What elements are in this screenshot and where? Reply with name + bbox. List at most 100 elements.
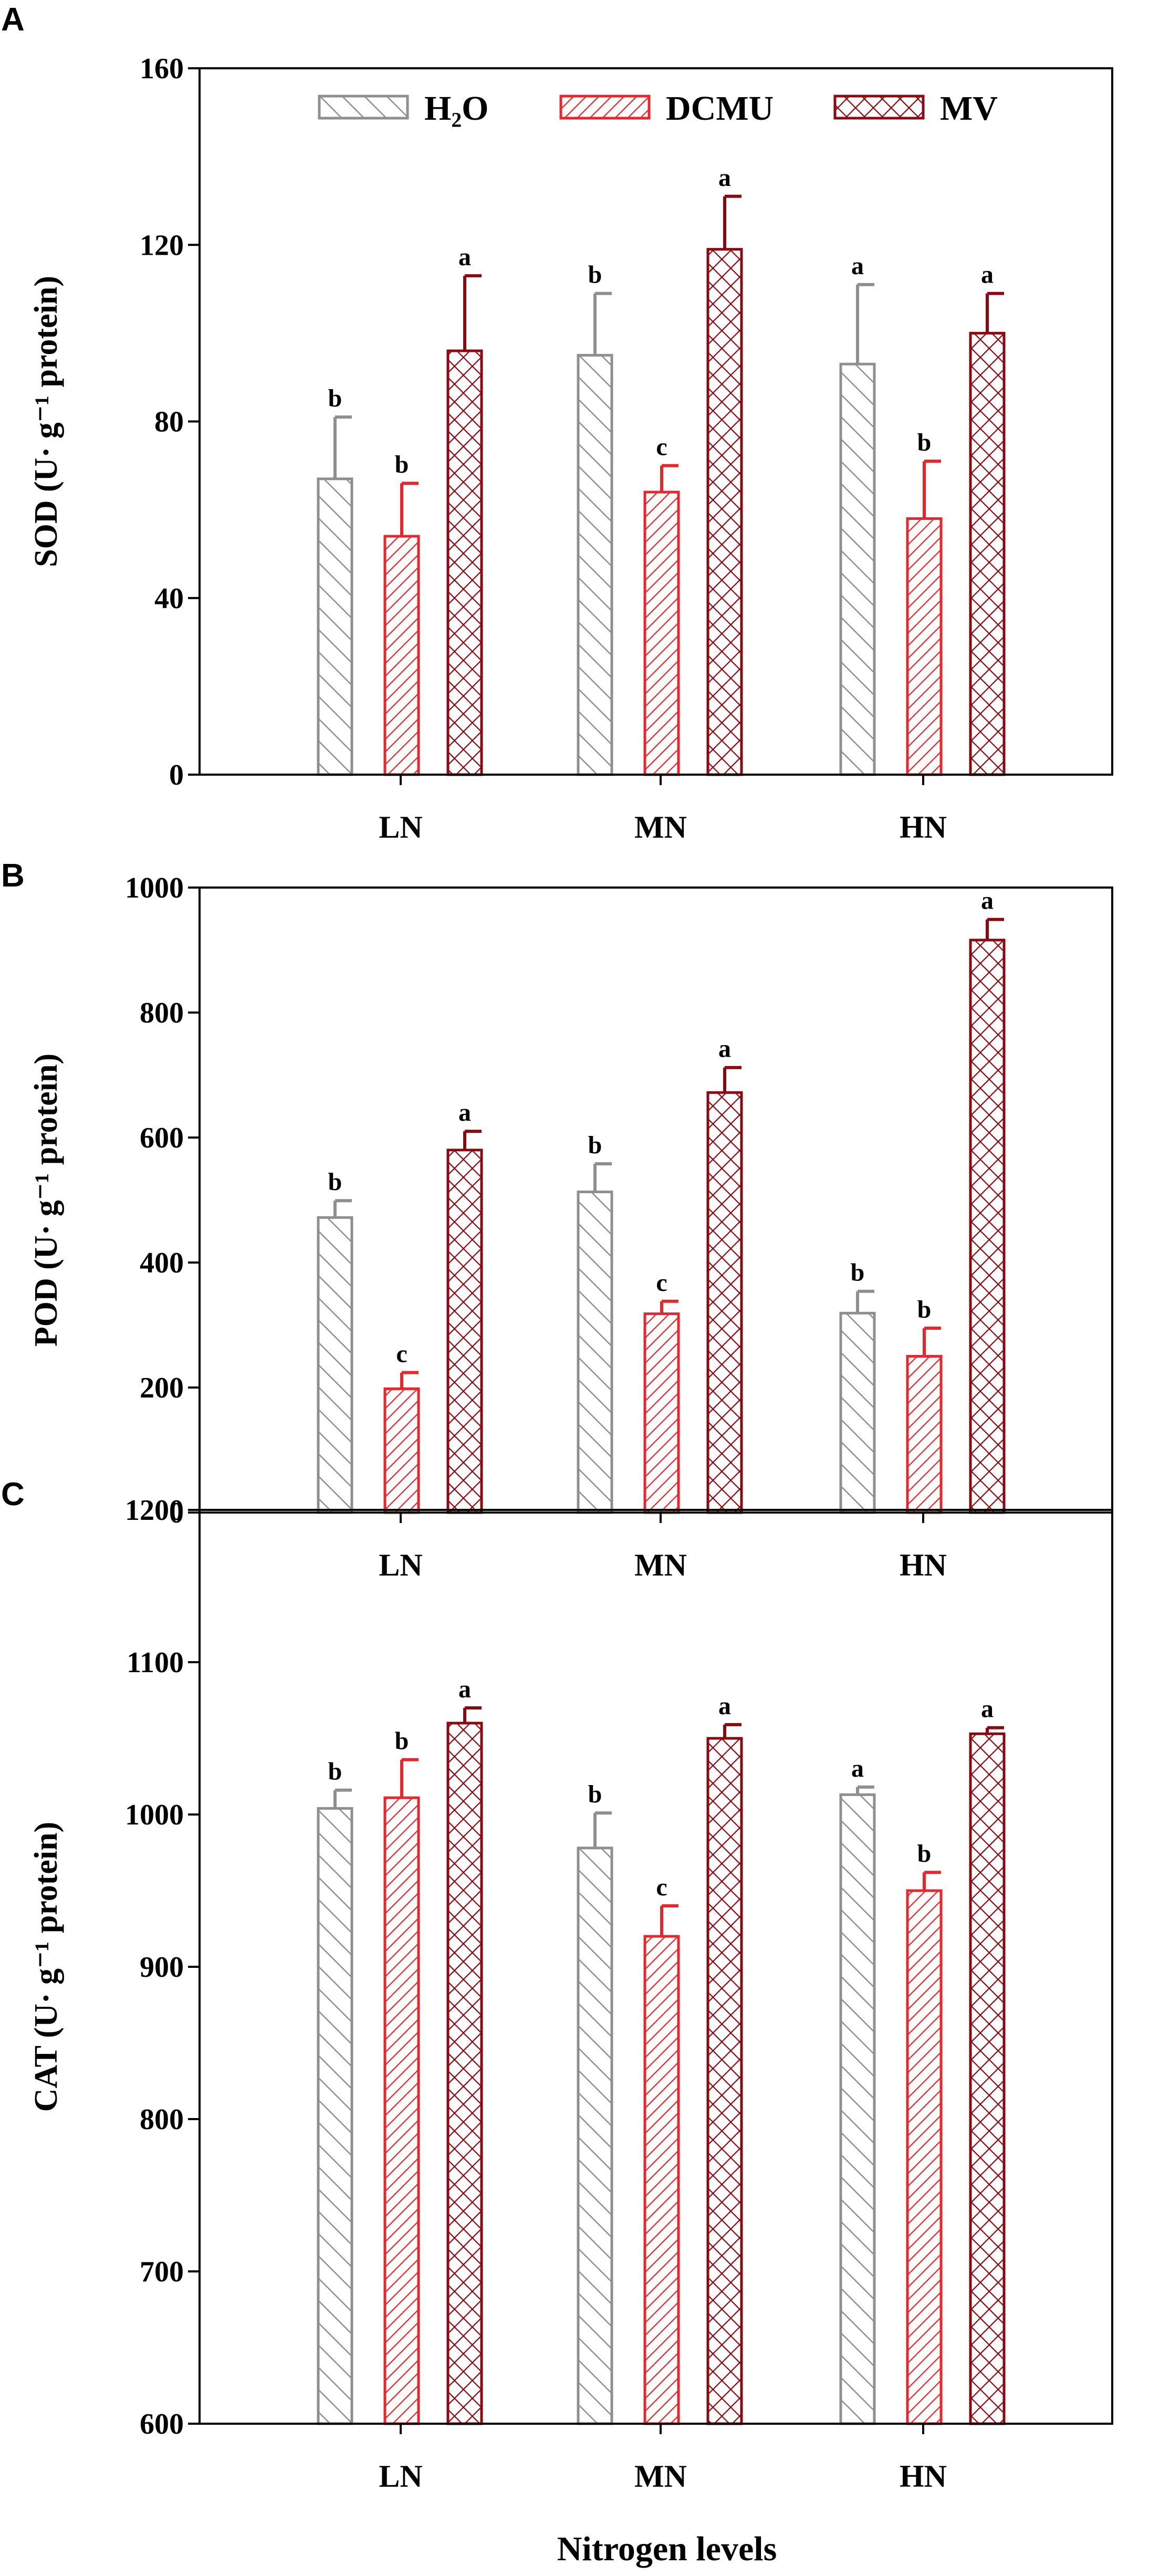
- bar-h2o-mn: [577, 1847, 613, 2425]
- x-tick-label: HN: [900, 810, 947, 844]
- y-axis-label-name: POD: [28, 1270, 64, 1347]
- significance-letter: a: [718, 1692, 731, 1720]
- y-axis-label-name: CAT: [28, 2038, 64, 2112]
- legend-swatch-h2o: [318, 95, 409, 120]
- y-tick-label: 600: [140, 1122, 184, 1154]
- significance-letter: a: [981, 887, 994, 915]
- panel-letter: A: [1, 2, 25, 38]
- significance-letter: c: [656, 1873, 667, 1901]
- significance-letter: a: [851, 1755, 864, 1782]
- x-tick-label: MN: [634, 810, 687, 844]
- legend-label-dcmu: DCMU: [666, 89, 774, 128]
- y-axis-label-name: SOD: [28, 492, 64, 567]
- y-axis-label-unit: (U· g⁻¹ protein): [28, 276, 64, 492]
- bar-dcmu-ln: [383, 1796, 420, 2425]
- bar-h2o-ln: [317, 477, 353, 776]
- bar-dcmu-hn: [906, 1355, 943, 1514]
- significance-letter: a: [458, 1675, 471, 1703]
- panel-letter: B: [1, 858, 25, 894]
- y-tick-label: 400: [140, 1247, 184, 1279]
- x-tick-label: HN: [900, 1548, 947, 1582]
- chart-root: Ab b a b c b a a a 0 40 80 120 160 LN MN HN SOD (U· g⁻¹ p…: [1, 2, 1113, 2568]
- bar-h2o-mn: [577, 1191, 613, 1514]
- y-axis-label-unit: (U· g⁻¹ protein): [28, 1822, 64, 2038]
- bar-h2o-hn: [839, 1793, 876, 2425]
- panel-A: Ab b a b c b a a a 0 40 80 120 160 LN MN HN SOD (U· g⁻¹ p…: [1, 2, 1113, 844]
- y-tick-label: 1000: [125, 872, 184, 904]
- plot-frame: [199, 887, 1113, 1514]
- legend: H₂O DCMU MV: [318, 89, 998, 128]
- bar-h2o-ln: [317, 1216, 353, 1514]
- bar-mv-ln: [446, 349, 483, 776]
- significance-letter: b: [328, 1758, 342, 1786]
- y-axis-label-unit: (U· g⁻¹ protein): [28, 1054, 64, 1270]
- y-tick-label: 80: [154, 406, 184, 439]
- y-tick-label: 1200: [125, 1494, 184, 1527]
- significance-letter: c: [656, 433, 667, 461]
- y-tick-label: 1100: [127, 1646, 184, 1679]
- y-tick-label: 120: [140, 229, 184, 262]
- y-axis-label: POD (U· g⁻¹ protein): [28, 1054, 64, 1347]
- y-tick-label: 900: [140, 1951, 184, 1984]
- bar-dcmu-hn: [906, 517, 943, 776]
- significance-letter: b: [328, 1168, 342, 1196]
- x-tick-label: MN: [634, 2459, 687, 2494]
- y-tick-label: 600: [140, 2408, 184, 2441]
- y-tick-label: 800: [140, 997, 184, 1029]
- legend-item-h2o: H₂O: [318, 89, 488, 128]
- x-tick-label: LN: [379, 2459, 422, 2494]
- x-tick-label: LN: [379, 810, 422, 844]
- bar-h2o-ln: [317, 1807, 353, 2425]
- x-tick-label: HN: [900, 2459, 947, 2494]
- y-tick-label: 40: [154, 582, 184, 615]
- x-axis-label: Nitrogen levels: [557, 2530, 777, 2568]
- y-tick-label: 700: [140, 2256, 184, 2288]
- bar-dcmu-mn: [643, 1312, 680, 1514]
- bar-mv-mn: [706, 248, 743, 776]
- y-tick-label: 200: [140, 1372, 184, 1404]
- significance-letter: c: [396, 1340, 407, 1368]
- legend-item-mv: MV: [833, 89, 998, 128]
- bar-h2o-hn: [839, 362, 876, 776]
- bar-dcmu-ln: [383, 535, 420, 776]
- panel-letter: C: [1, 1476, 25, 1513]
- y-tick-label: 0: [169, 759, 184, 791]
- significance-letter: a: [458, 1099, 471, 1127]
- panel-B: Bb b b c c b a a a 0 200 400 600 800 1000 LN MN HN POD (U·…: [1, 858, 1113, 1582]
- x-tick-label: MN: [634, 1548, 687, 1582]
- bar-mv-mn: [706, 1091, 743, 1514]
- legend-swatch-dcmu: [559, 95, 651, 120]
- bar-mv-ln: [446, 1722, 483, 2425]
- bar-mv-hn: [969, 331, 1006, 776]
- significance-letter: b: [395, 451, 409, 478]
- significance-letter: c: [656, 1269, 667, 1297]
- y-tick-label: 1000: [125, 1799, 184, 1831]
- bar-h2o-hn: [839, 1311, 876, 1514]
- significance-letter: b: [588, 261, 602, 289]
- x-tick-label: LN: [379, 1548, 422, 1582]
- panel-C: Cb b a b c b a a a 600 700 800 900 1000 1100 1200 LN MN HN…: [1, 1476, 1113, 2494]
- significance-letter: b: [917, 1840, 932, 1868]
- significance-letter: b: [917, 1296, 932, 1323]
- significance-letter: b: [851, 1259, 865, 1287]
- significance-letter: a: [851, 252, 864, 280]
- y-axis-label: CAT (U· g⁻¹ protein): [28, 1822, 64, 2112]
- y-tick-label: 800: [140, 2103, 184, 2136]
- significance-letter: b: [917, 429, 932, 456]
- y-axis-label: SOD (U· g⁻¹ protein): [28, 276, 64, 567]
- significance-letter: a: [981, 1695, 994, 1723]
- bar-mv-ln: [446, 1149, 483, 1514]
- significance-letter: a: [718, 164, 731, 192]
- y-tick-label: 0: [169, 1497, 184, 1529]
- bar-mv-hn: [969, 938, 1006, 1514]
- bar-mv-hn: [969, 1732, 1006, 2425]
- legend-label-h2o: H₂O: [424, 89, 488, 128]
- bar-dcmu-mn: [643, 491, 680, 776]
- legend-label-mv: MV: [940, 89, 998, 128]
- bar-dcmu-ln: [383, 1387, 420, 1514]
- significance-letter: b: [395, 1727, 409, 1755]
- bar-dcmu-hn: [906, 1889, 943, 2425]
- significance-letter: b: [328, 384, 342, 412]
- bar-mv-mn: [706, 1737, 743, 2425]
